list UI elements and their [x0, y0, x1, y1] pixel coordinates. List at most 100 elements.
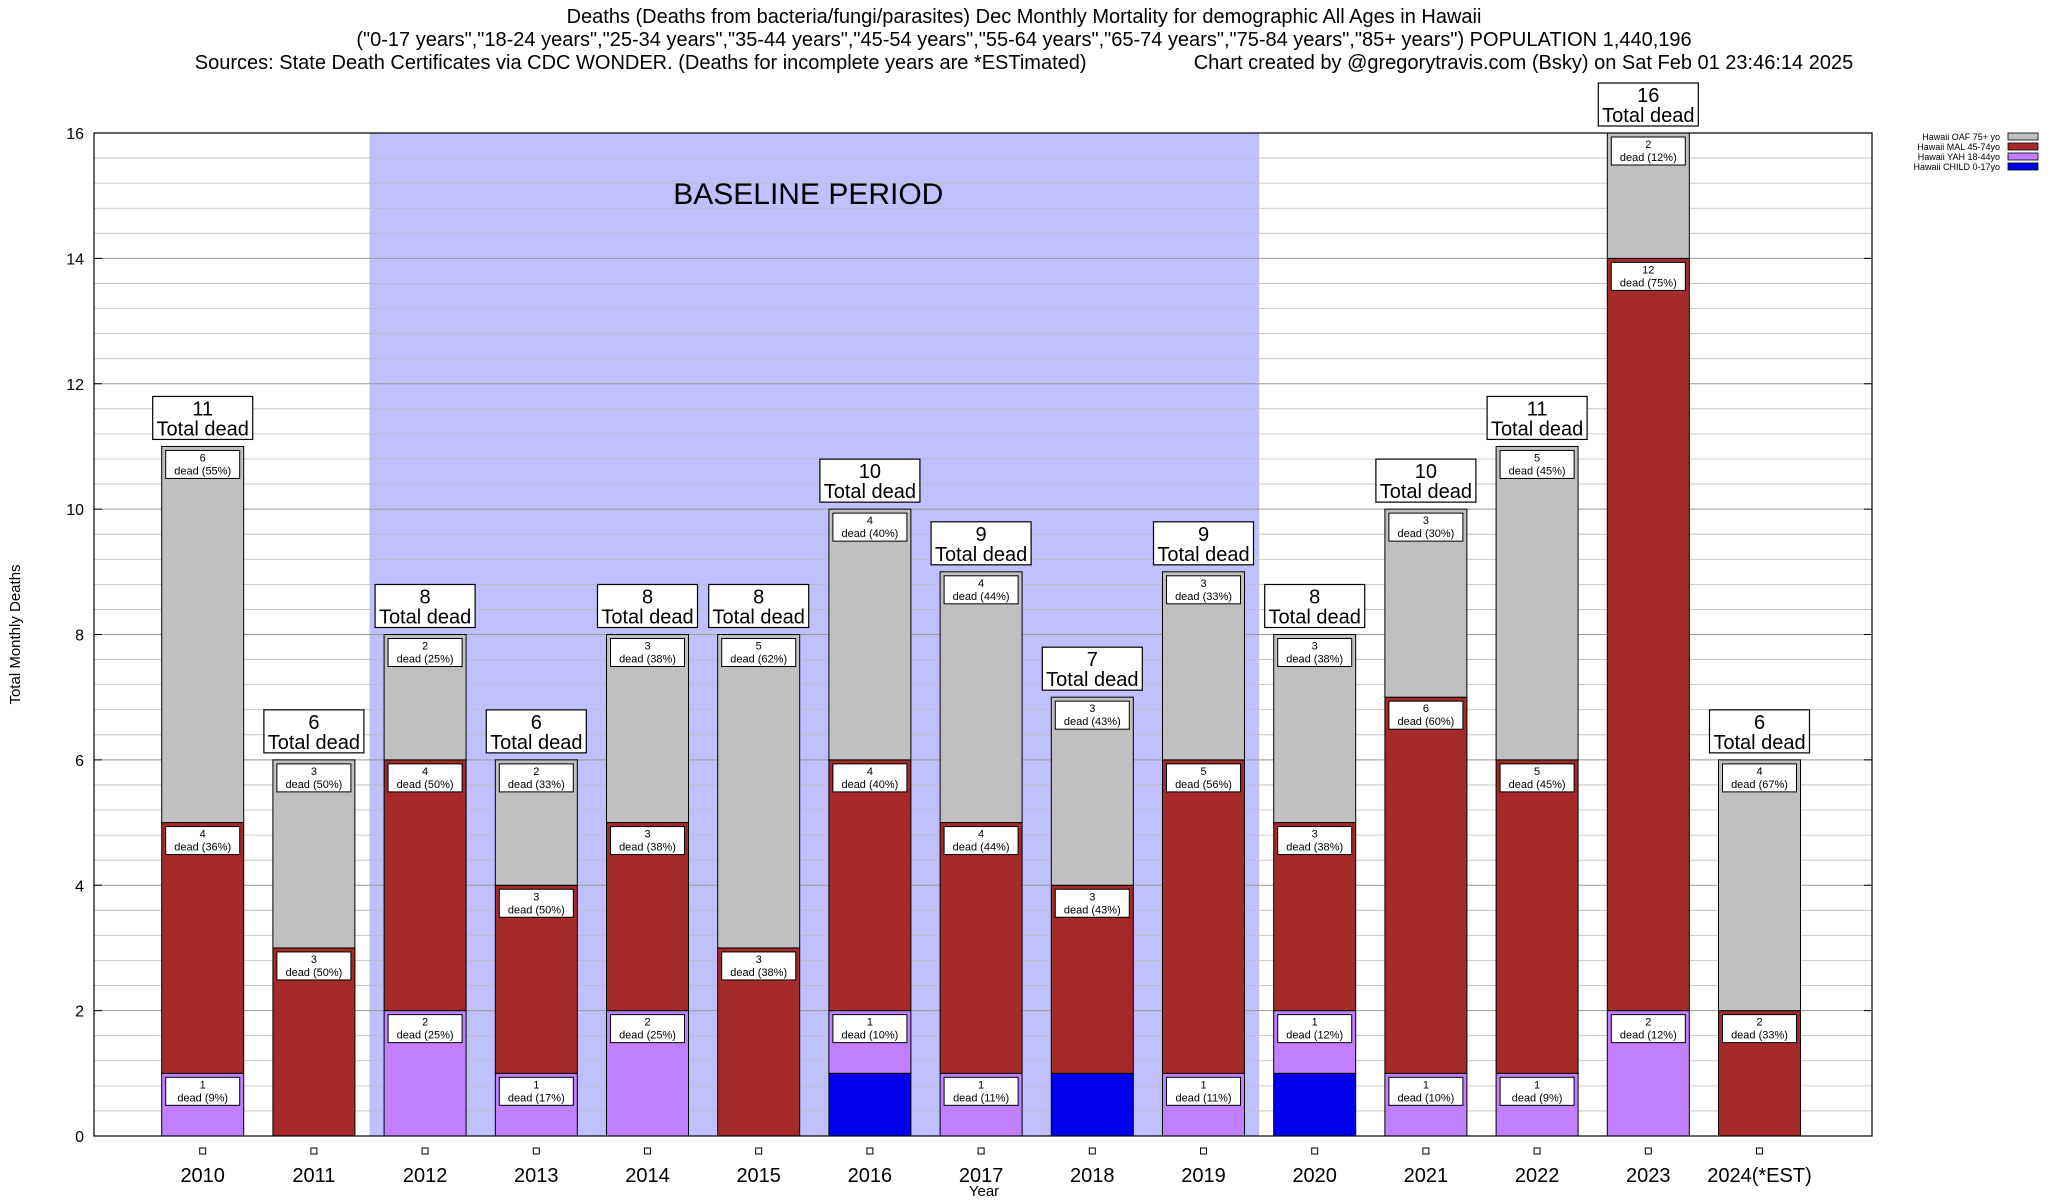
segment-label-box	[1388, 512, 1464, 542]
total-count: 6	[1754, 712, 1765, 734]
segment-percent: dead (62%)	[730, 654, 787, 666]
segment-count: 1	[200, 1079, 206, 1091]
total-label-box	[1041, 646, 1143, 691]
legend-label: Hawaii OAF 75+ yo	[1922, 132, 2000, 142]
segment-percent: dead (38%)	[619, 654, 676, 666]
total-count: 8	[753, 587, 764, 609]
x-tick-label: 2013	[514, 1165, 559, 1187]
x-tick-label: 2017	[959, 1165, 1004, 1187]
segment-percent: dead (25%)	[397, 1030, 454, 1042]
segment-percent: dead (17%)	[508, 1092, 565, 1104]
segment-label-box	[165, 826, 241, 856]
sources-text: Sources: State Death Certificates via CD…	[194, 52, 1087, 74]
segment-count: 3	[533, 891, 539, 903]
segment-percent: dead (55%)	[174, 465, 231, 477]
x-tick-label: 2019	[1181, 1165, 1226, 1187]
segment-percent: dead (43%)	[1064, 904, 1121, 916]
total-label-box	[1375, 458, 1477, 503]
segment-count: 6	[200, 452, 206, 464]
legend-swatch	[2007, 152, 2039, 161]
total-dead-label: Total dead	[601, 607, 693, 629]
total-dead-label: Total dead	[1713, 732, 1805, 754]
segment-count: 4	[978, 829, 984, 841]
segment-percent: dead (9%)	[177, 1092, 228, 1104]
segment-percent: dead (50%)	[285, 967, 342, 979]
segment-count: 5	[1534, 766, 1540, 778]
segment-percent: dead (10%)	[841, 1030, 898, 1042]
total-count: 11	[1527, 398, 1548, 420]
bar-segment	[828, 1072, 912, 1137]
bar-segment	[1050, 1072, 1134, 1137]
segment-count: 1	[1423, 1079, 1429, 1091]
x-tick-marker	[1644, 1147, 1652, 1155]
legend-label: Hawaii CHILD 0-17yo	[1913, 162, 2000, 172]
segment-label-box	[1166, 763, 1241, 793]
segment-count: 2	[1645, 139, 1651, 151]
total-label-box	[1264, 583, 1366, 629]
segment-label-box	[498, 1076, 574, 1106]
segment-label-box	[387, 763, 463, 793]
bar-segment	[939, 822, 1023, 1074]
segment-label-box	[943, 826, 1019, 856]
total-count: 6	[531, 712, 542, 734]
x-tick-label: 2015	[736, 1165, 781, 1187]
segment-count: 3	[756, 954, 762, 966]
segment-percent: dead (50%)	[508, 904, 565, 916]
x-tick-marker	[866, 1147, 874, 1155]
segment-count: 3	[1312, 829, 1318, 841]
segment-percent: dead (10%)	[1397, 1092, 1454, 1104]
segment-label-box	[610, 1014, 685, 1044]
segment-count: 2	[422, 1017, 428, 1029]
total-count: 9	[976, 524, 987, 546]
total-dead-label: Total dead	[1046, 669, 1138, 691]
segment-count: 2	[644, 1017, 650, 1029]
segment-percent: dead (75%)	[1620, 277, 1677, 289]
baseline-period-label: BASELINE PERIOD	[673, 178, 943, 211]
segment-label-box	[943, 575, 1019, 605]
segment-count: 3	[1423, 515, 1429, 527]
segment-label-box	[832, 512, 908, 542]
bar-segment	[1495, 445, 1579, 761]
y-tick-label: 12	[66, 377, 84, 394]
segment-count: 5	[1534, 452, 1540, 464]
y-tick-label: 6	[75, 753, 84, 770]
segment-count: 1	[533, 1079, 539, 1091]
title-line-1: Deaths (Deaths from bacteria/fungi/paras…	[566, 6, 1482, 28]
segment-label-box	[1499, 763, 1575, 793]
segment-count: 3	[311, 766, 317, 778]
total-count: 9	[1198, 524, 1209, 546]
segment-count: 5	[756, 641, 762, 653]
segment-label-box	[721, 638, 797, 667]
total-count: 8	[420, 587, 431, 609]
y-axis-title: Total Monthly Deaths	[7, 564, 24, 704]
x-tick-label: 2014	[625, 1165, 670, 1187]
segment-percent: dead (25%)	[397, 654, 454, 666]
total-dead-label: Total dead	[1602, 105, 1694, 127]
segment-percent: dead (44%)	[953, 842, 1010, 854]
segment-label-box	[721, 951, 797, 981]
segment-label-box	[1499, 449, 1575, 479]
segment-count: 2	[1645, 1017, 1651, 1029]
segment-percent: dead (36%)	[174, 842, 231, 854]
